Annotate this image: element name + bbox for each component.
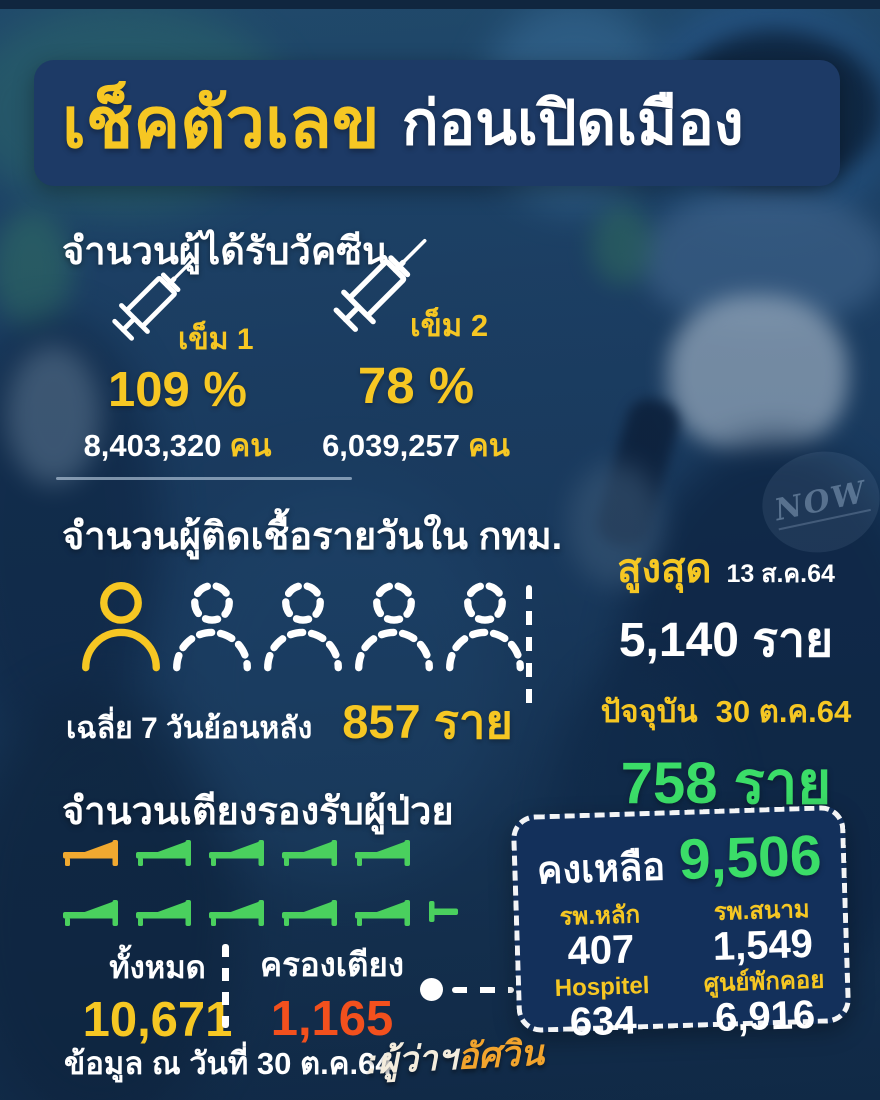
peak-value: 5,140 ราย — [618, 614, 834, 667]
syringe-icon — [99, 235, 221, 357]
total-beds-block: ทั้งหมด 10,671 — [70, 942, 245, 1048]
governor-signature: :ผู้ว่าฯอัศวิน — [365, 1025, 546, 1089]
dose-1-count-number: 8,403,320 — [83, 428, 222, 463]
average-value: 857 ราย — [342, 695, 513, 748]
occupied-beds-label: ครองเตียง — [260, 946, 404, 983]
peak-current-panel: สูงสุด 13 ส.ค.64 5,140 ราย ปัจจุบัน 30 ต… — [592, 536, 860, 829]
total-beds-label: ทั้งหมด — [109, 950, 206, 985]
remaining-header: คงเหลือ 9,506 — [516, 822, 842, 901]
breakdown-value: 1,549 — [712, 921, 814, 969]
title-highlight: เช็คตัวเลข — [62, 84, 380, 162]
breakdown-value: 6,916 — [714, 992, 816, 1040]
title-banner: เช็คตัวเลข ก่อนเปิดเมือง — [34, 60, 840, 186]
bed-pictogram-row-1 — [62, 834, 416, 868]
connector-dot — [420, 978, 443, 1001]
total-beds-value: 10,671 — [82, 993, 233, 1047]
bed-pictogram-row-2 — [62, 894, 461, 928]
bed-icon — [282, 900, 337, 926]
bed-icon — [63, 840, 118, 866]
bg-haze-blob — [170, 480, 510, 880]
vaccine-heading: จำนวนผู้ได้รับวัคซีน — [62, 231, 389, 273]
top-strip — [0, 0, 880, 9]
remaining-breakdown-grid: รพ.หลัก 407 รพ.สนาม 1,549 Hospitel 634 ศ… — [518, 895, 846, 1045]
dose-1-count: 8,403,320 คน — [70, 420, 285, 470]
bg-face-mask-blob — [668, 295, 848, 455]
dose-1-percent: 109 % — [108, 363, 247, 417]
occupied-beds-value: 1,165 — [270, 992, 394, 1046]
connector-dashed-line — [452, 987, 514, 993]
totals-dashed-divider — [222, 944, 229, 1028]
breakdown-field-hospital: รพ.สนาม 1,549 — [680, 895, 844, 969]
dose-2-block: เข็ม 2 78 % 6,039,257 คน — [296, 238, 536, 470]
bg-bottom-left-blob — [0, 690, 240, 1100]
dose-2-label: เข็ม 2 — [410, 308, 489, 343]
title-rest: ก่อนเปิดเมือง — [401, 88, 744, 157]
dose-1-block: เข็ม 1 109 % 8,403,320 คน — [70, 252, 285, 467]
current-row: ปัจจุบัน 30 ต.ค.64 — [592, 686, 860, 736]
signature-name: อัศวิน — [456, 1033, 545, 1077]
breakdown-hospitel: Hospitel 634 — [521, 971, 685, 1044]
person-icon-dashed — [355, 581, 433, 672]
bed-icon — [209, 900, 264, 926]
person-icon-solid — [82, 581, 160, 672]
dose-2-count: 6,039,257 คน — [296, 420, 536, 470]
current-date: 30 ต.ค.64 — [715, 694, 852, 729]
person-icon-dashed — [446, 581, 524, 672]
bed-icon — [136, 840, 191, 866]
average-label: เฉลี่ย 7 วันย้อนหลัง — [66, 712, 313, 745]
bg-greenery-blob — [592, 205, 652, 285]
bg-hand-blob — [568, 462, 663, 587]
bed-icon — [209, 840, 264, 866]
section-divider — [56, 477, 352, 480]
bed-icon — [355, 900, 410, 926]
person-icon-dashed — [264, 581, 342, 672]
infections-heading: จำนวนผู้ติดเชื้อรายวันใน กทม. — [62, 516, 563, 558]
beds-heading: จำนวนเตียงรองรับผู้ป่วย — [62, 791, 454, 833]
person-icon-dashed — [173, 581, 251, 672]
syringe-icon — [318, 213, 455, 350]
data-date: ข้อมูล ณ วันที่ 30 ต.ค.64 — [64, 1046, 393, 1081]
dose-2-count-number: 6,039,257 — [322, 428, 460, 463]
bed-icon — [282, 840, 337, 866]
breakdown-value: 634 — [569, 998, 638, 1045]
peak-date: 13 ส.ค.64 — [726, 560, 835, 588]
bed-icon — [63, 900, 118, 926]
dose-1-label: เข็ม 1 — [178, 323, 254, 356]
dose-2-percent: 78 % — [357, 357, 475, 414]
peak-row: สูงสุด 13 ส.ค.64 — [592, 536, 860, 600]
occupied-beds-block: ครองเตียง 1,165 — [248, 938, 416, 1047]
bed-icon-partial — [429, 901, 458, 922]
breakdown-value: 407 — [566, 927, 635, 974]
current-label: ปัจจุบัน — [600, 694, 698, 729]
bed-icon — [355, 840, 410, 866]
remaining-value: 9,506 — [677, 823, 823, 893]
bg-green-sign-blob — [0, 210, 72, 330]
average-row: เฉลี่ย 7 วันย้อนหลัง 857 ราย — [66, 684, 513, 759]
peak-label: สูงสุด — [617, 547, 712, 591]
breakdown-main-hospital: รพ.หลัก 407 — [518, 900, 682, 973]
dose-2-count-unit: คน — [467, 428, 510, 463]
bed-icon — [136, 900, 191, 926]
current-value: 758 ราย — [620, 751, 832, 816]
vertical-dashed-divider — [526, 585, 532, 713]
remaining-label: คงเหลือ — [536, 846, 666, 893]
remaining-beds-box: คงเหลือ 9,506 รพ.หลัก 407 รพ.สนาม 1,549 … — [510, 804, 852, 1045]
person-pictogram-row — [80, 578, 526, 672]
bg-masked-person-blob — [6, 345, 101, 485]
breakdown-waiting-center: ศูนย์พักคอย 6,916 — [683, 966, 847, 1040]
dose-1-count-unit: คน — [229, 428, 272, 463]
signature-prefix: :ผู้ว่าฯ — [365, 1037, 459, 1082]
